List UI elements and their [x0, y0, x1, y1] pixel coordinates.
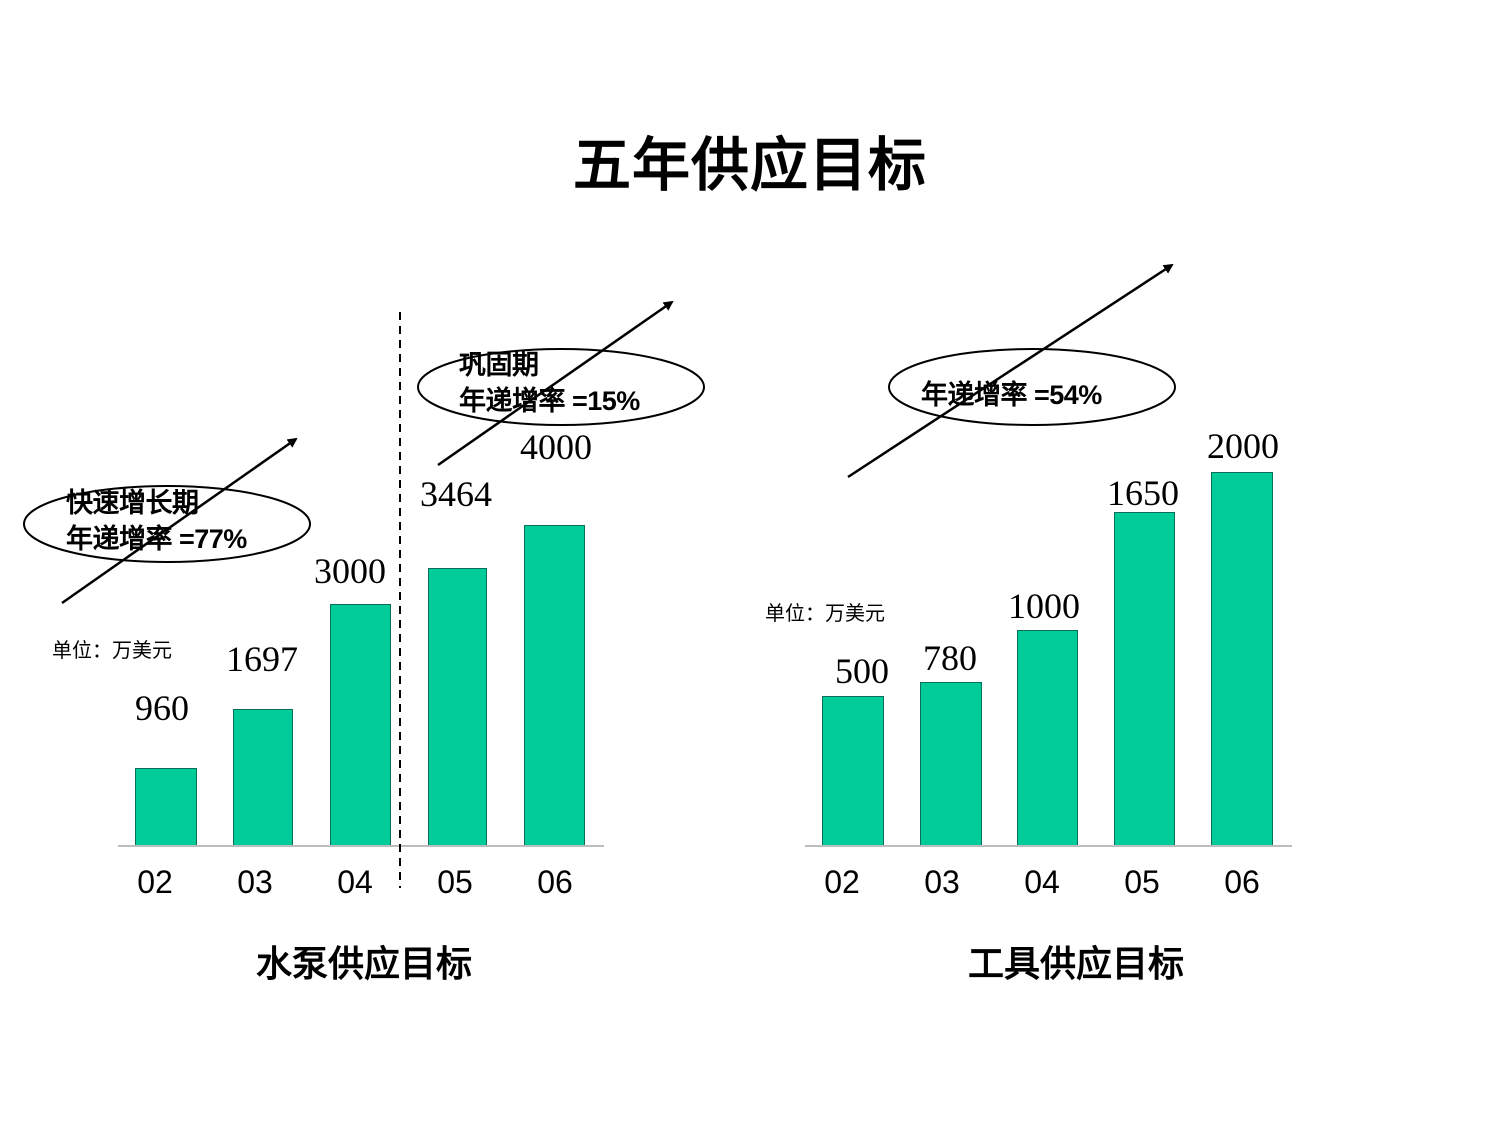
growth-annotation-fast: 快速增长期 年递增率 =77%	[66, 485, 247, 557]
x-tick-label: 04	[337, 864, 373, 900]
bar-04	[1017, 630, 1078, 847]
page-title: 五年供应目标	[572, 133, 927, 198]
value-label: 780	[923, 638, 977, 678]
value-label: 960	[135, 688, 189, 728]
value-label: 1000	[1008, 586, 1080, 626]
x-axis-line	[805, 845, 1292, 847]
value-label: 1697	[226, 639, 298, 679]
x-axis-line	[118, 845, 604, 847]
value-label: 500	[835, 651, 889, 691]
x-tick-label: 05	[437, 864, 473, 900]
bar-05	[1114, 512, 1175, 847]
growth-annotation-rate: 年递增率 =54%	[921, 377, 1102, 413]
unit-label: 单位：万美元	[52, 640, 172, 662]
annotation-phase: 快速增长期	[66, 488, 199, 518]
x-tick-label: 06	[537, 864, 573, 900]
annotation-rate: 年递增率 =54%	[921, 380, 1102, 410]
bar-04	[330, 604, 391, 847]
x-tick-label: 05	[1124, 864, 1160, 900]
trend-arrow-icon	[847, 263, 1174, 479]
x-tick-label: 03	[924, 864, 960, 900]
bar-03	[920, 682, 982, 847]
annotation-rate: 年递增率 =15%	[459, 386, 640, 416]
bar-02	[135, 768, 197, 847]
x-tick-label: 02	[824, 864, 860, 900]
chart-subtitle: 水泵供应目标	[255, 943, 472, 984]
bar-02	[822, 696, 884, 847]
annotation-phase: 巩固期	[459, 350, 539, 380]
unit-label: 单位：万美元	[765, 603, 885, 625]
chart-subtitle: 工具供应目标	[967, 943, 1184, 984]
x-tick-label: 02	[137, 864, 173, 900]
bar-03	[233, 709, 293, 847]
annotation-rate: 年递增率 =77%	[66, 524, 247, 554]
value-label: 3000	[314, 551, 386, 591]
x-tick-label: 06	[1224, 864, 1260, 900]
value-label: 3464	[420, 474, 492, 514]
bar-06	[524, 525, 585, 847]
value-label: 4000	[520, 427, 592, 467]
value-label: 2000	[1207, 426, 1279, 466]
growth-annotation-consolidation: 巩固期 年递增率 =15%	[459, 347, 640, 419]
x-tick-label: 03	[237, 864, 273, 900]
x-tick-label: 04	[1024, 864, 1060, 900]
bar-05	[428, 568, 487, 847]
value-label: 1650	[1107, 473, 1179, 513]
bar-06	[1211, 472, 1273, 847]
